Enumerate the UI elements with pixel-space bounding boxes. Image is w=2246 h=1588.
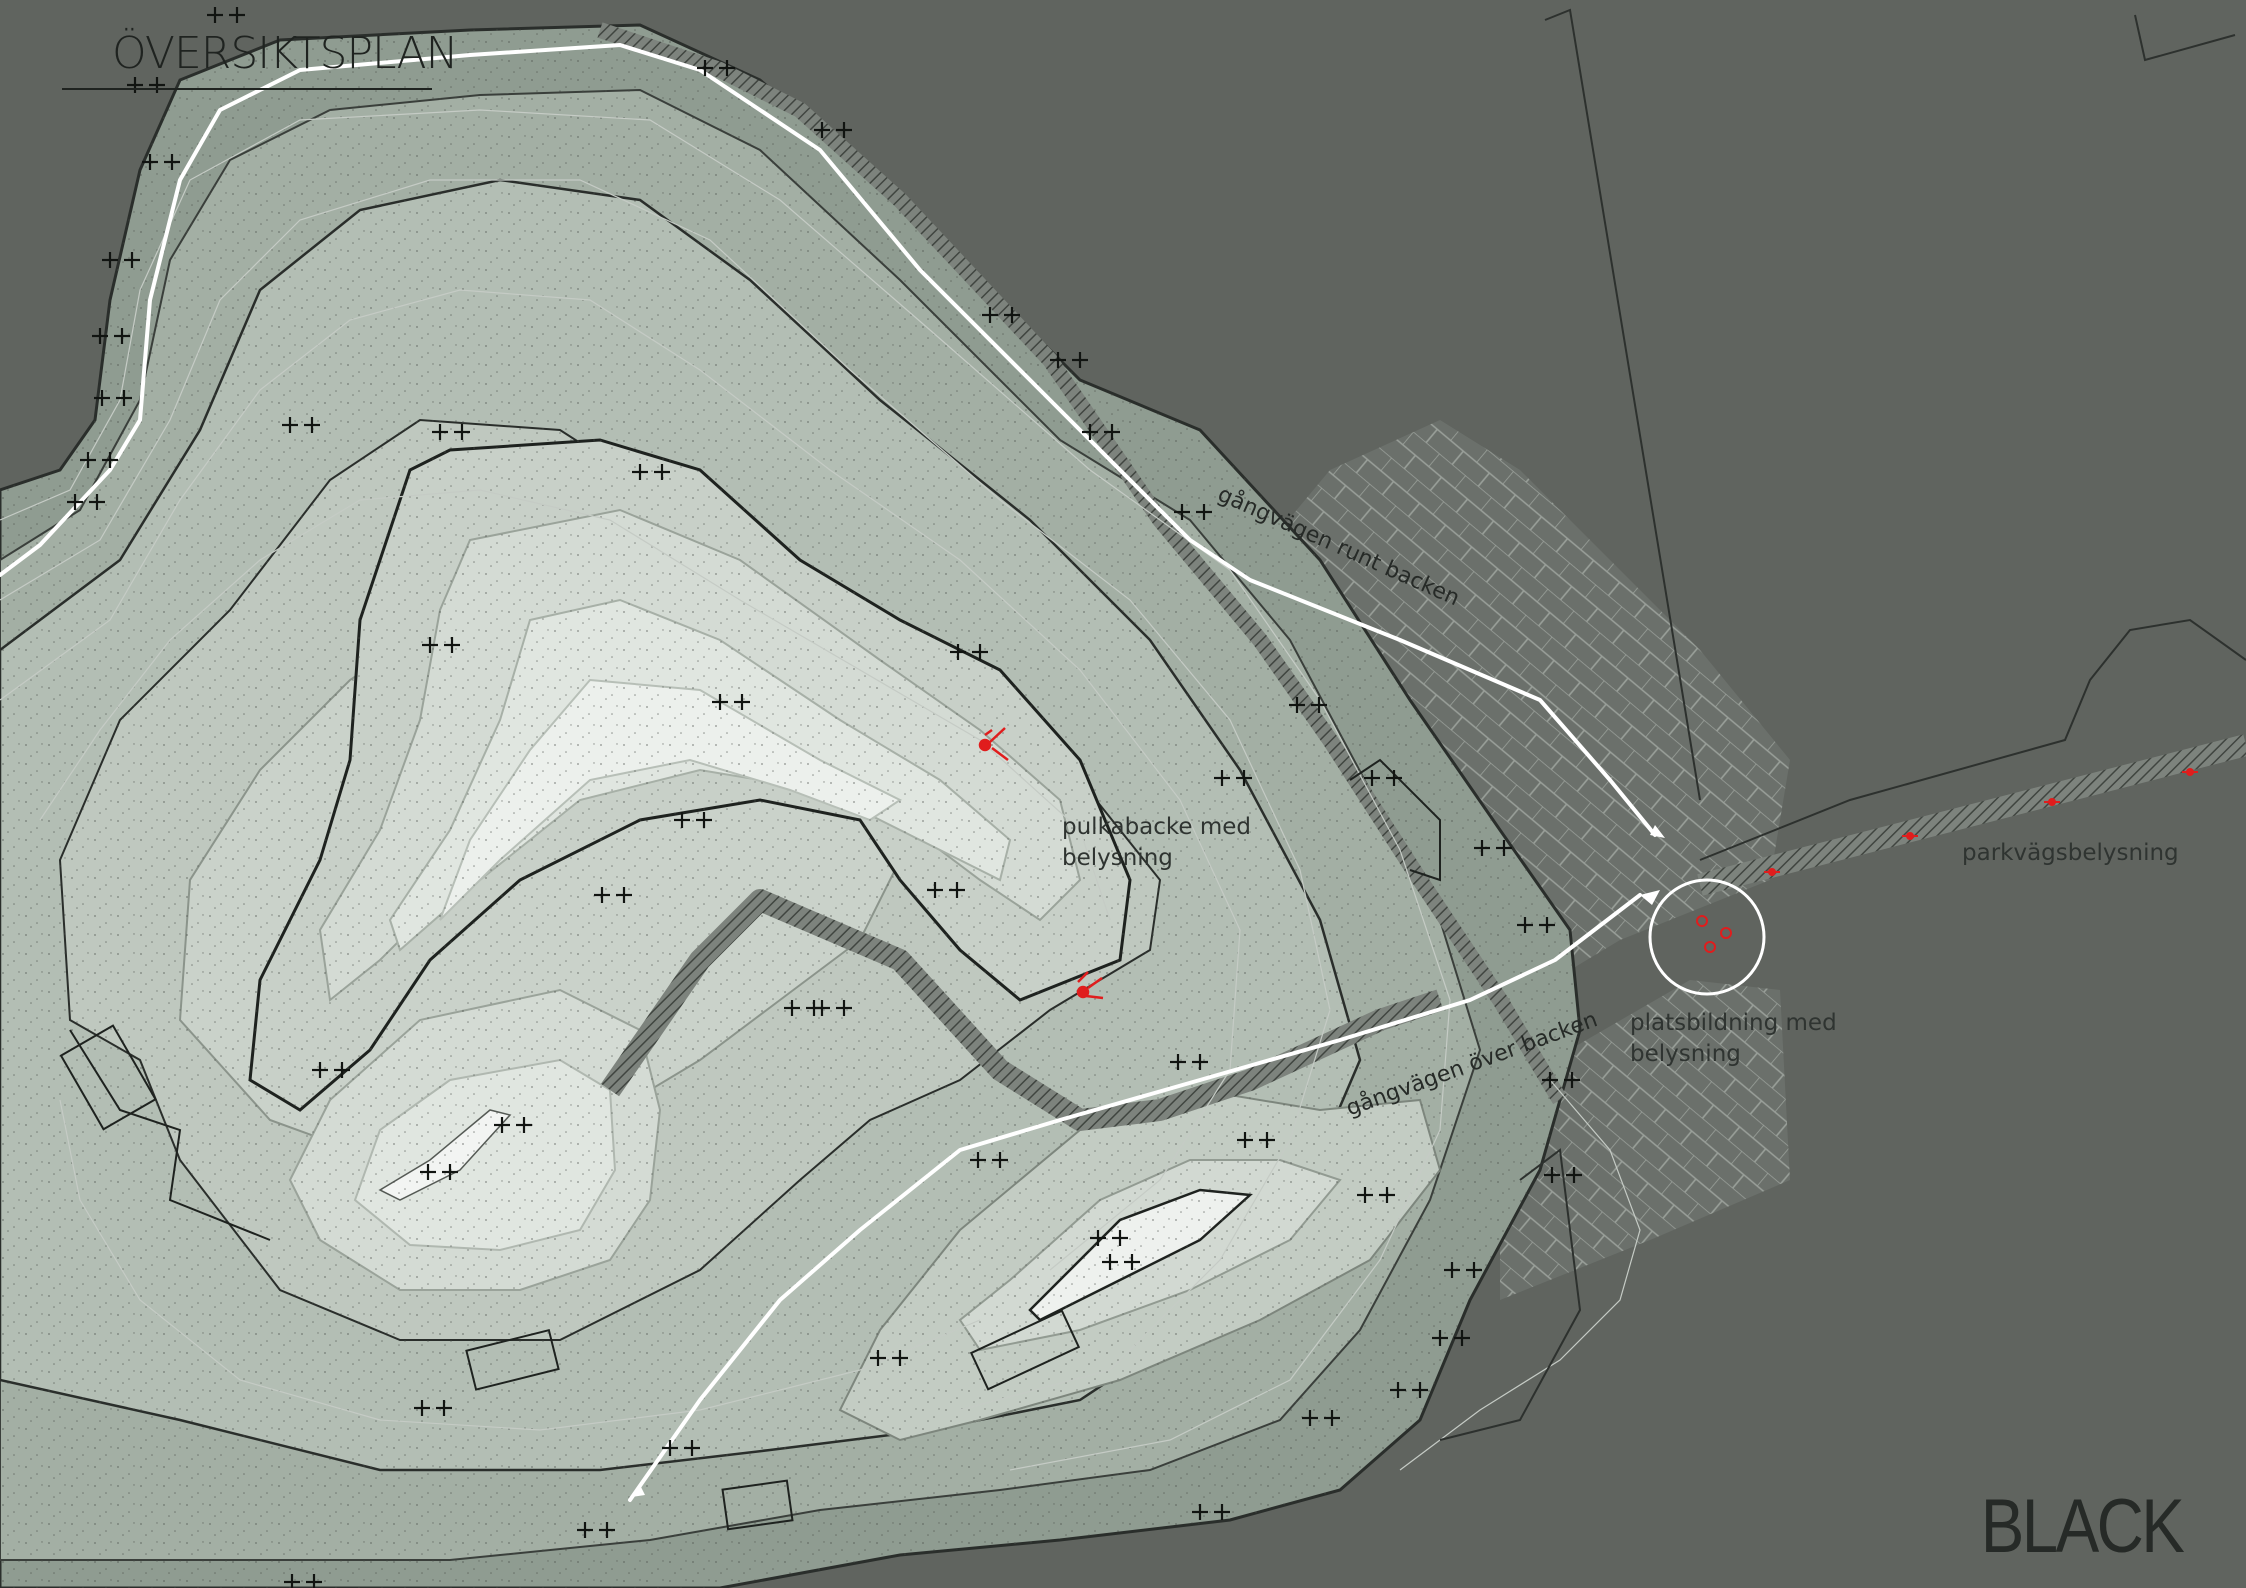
tree-symbols [67,7,1582,1588]
lamp-post-icon [1696,915,1732,953]
property-boundaries [1439,8,2246,1441]
map-title: ÖVERSIKTSPLAN [112,28,459,79]
ground-texture [0,25,1580,1588]
plaza-lighting [1648,878,1766,996]
direction-arrow-icon [632,825,1665,1497]
title-underline [62,88,432,90]
contour-lines [0,109,1641,1471]
sled-hill-label: pulkabacke med belysning [1062,814,1252,871]
park-lighting-label: parkvägsbelysning [1962,840,2179,866]
plaza-label: platsbildning med belysning [1630,1010,1837,1067]
sled-hill-lamps [978,727,1104,1000]
walking-paths [0,43,1657,1502]
brand-logo: BLACK [1980,1484,2185,1569]
hill-edge-detail [59,758,1441,1531]
park-path-lamps [1764,768,2198,876]
path-over-hill [628,893,1642,1502]
path-around-hill [0,43,1657,837]
